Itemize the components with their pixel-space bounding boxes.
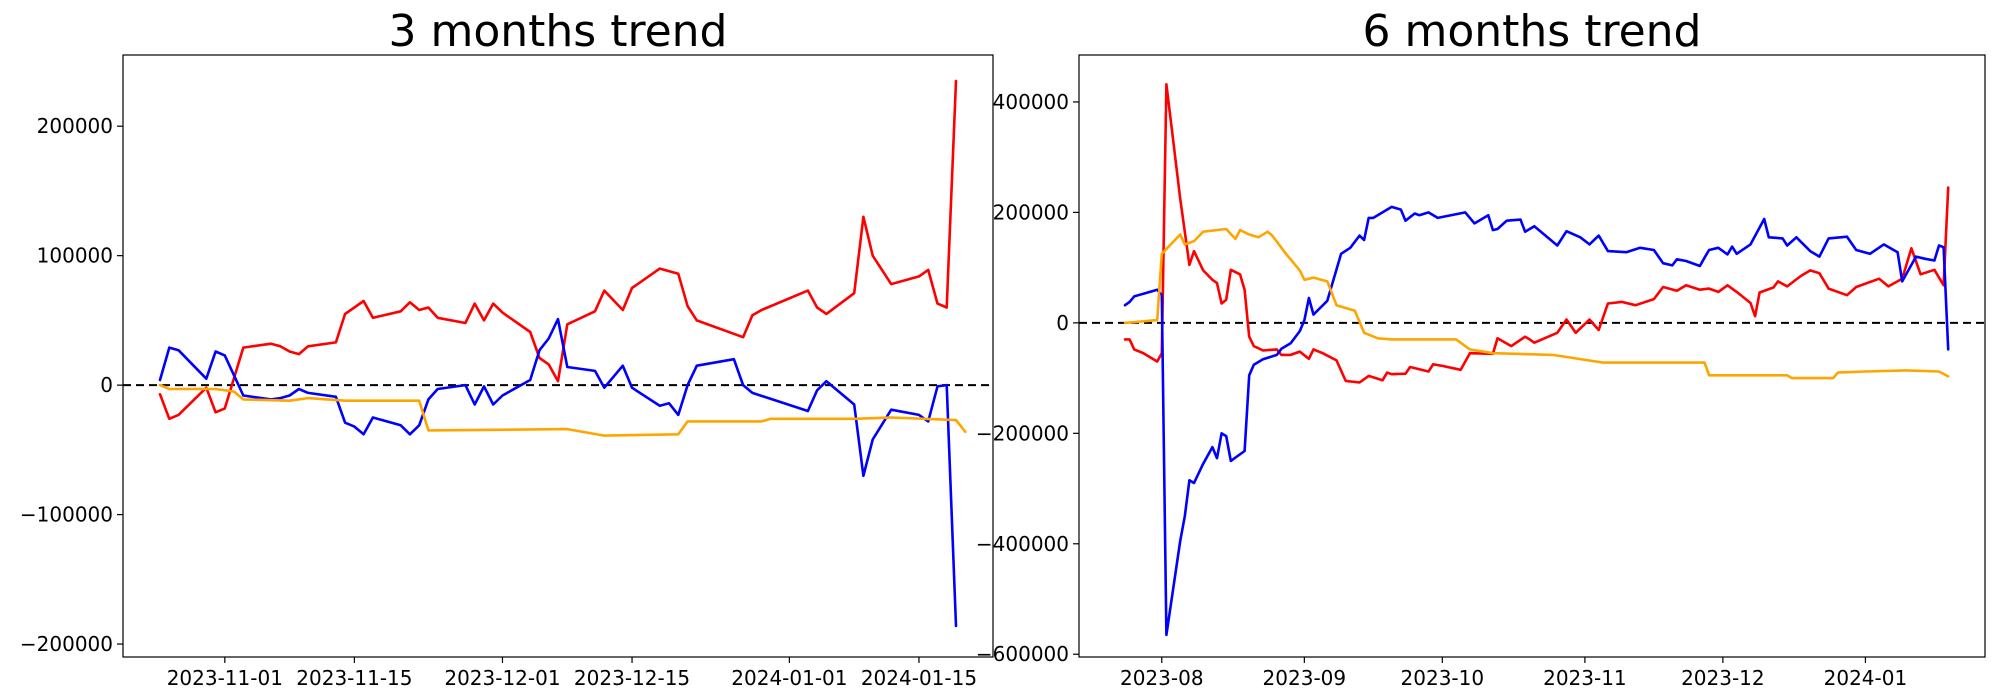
x-tick-label: 2024-01-01: [731, 666, 847, 690]
x-tick-label: 2023-11-01: [167, 666, 283, 690]
y-tick-label: 400000: [993, 90, 1069, 114]
x-tick-label: 2023-11: [1543, 666, 1627, 690]
series-line-2: [1123, 227, 1950, 380]
x-tick-label: 2023-09: [1263, 666, 1347, 690]
series-line-0: [158, 79, 958, 421]
x-tick-label: 2023-11-15: [296, 666, 412, 690]
axes-frame: [1078, 54, 1986, 658]
y-tick-label: −400000: [976, 532, 1069, 556]
axes-frame: [122, 54, 994, 658]
series-line-2: [158, 383, 967, 437]
y-tick-label: 100000: [37, 244, 113, 268]
chart-title: 3 months trend: [389, 6, 728, 57]
plot-area: [123, 79, 993, 628]
x-tick-label: 2023-12-15: [574, 666, 690, 690]
chart-title: 6 months trend: [1363, 6, 1702, 57]
y-tick-label: −100000: [20, 503, 113, 527]
y-tick-label: 200000: [37, 114, 113, 138]
x-tick-label: 2023-08: [1120, 666, 1204, 690]
x-tick-label: 2024-01: [1824, 666, 1908, 690]
chart-6-months: 6 months trend −600000 −400000 −200000 0 200…: [976, 6, 1986, 690]
y-tick-label: 200000: [993, 200, 1069, 224]
y-tick-label: 0: [100, 373, 113, 397]
x-tick-label: 2023-12-01: [444, 666, 560, 690]
chart-3-months: 3 months trend −200000 −100000 0 100000 2000…: [20, 6, 994, 690]
series-line-1: [158, 317, 958, 628]
x-tick-label: 2024-01-15: [861, 666, 977, 690]
y-tick-label: 0: [1056, 311, 1069, 335]
x-tick-label: 2023-12: [1681, 666, 1765, 690]
y-tick-label: −600000: [976, 642, 1069, 666]
series-line-1: [1123, 205, 1950, 637]
plot-area: [1079, 83, 1985, 637]
y-tick-label: −200000: [20, 632, 113, 656]
y-tick-label: −200000: [976, 421, 1069, 445]
x-tick-label: 2023-10: [1401, 666, 1485, 690]
